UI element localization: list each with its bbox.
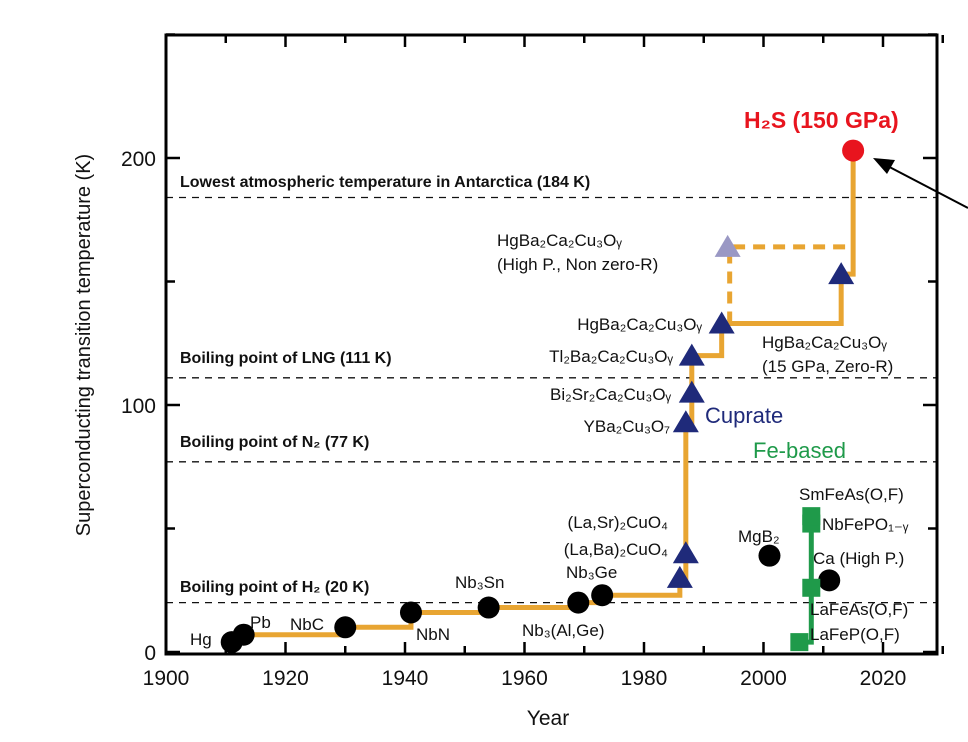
point-label: Ca (High P.): [813, 549, 904, 568]
y-tick-label: 100: [121, 395, 156, 418]
conventional-point: [818, 569, 841, 592]
point-label-line: (High P., Non zero-R): [497, 255, 658, 274]
point-label-line: HgBa₂Ca₂Cu₃Oᵧ: [497, 231, 622, 250]
fe-based-point: [790, 633, 809, 652]
cuprate-group-label: Cuprate: [705, 403, 783, 428]
x-tick-label: 1960: [501, 667, 548, 690]
point-label-line: Nb₃Sn: [455, 573, 504, 592]
point-label: Tl₂Ba₂Ca₂Cu₃Oᵧ: [549, 347, 673, 366]
high-pressure-dashed-line: [727, 244, 854, 324]
reference-line-label: Boiling point of H₂ (20 K): [180, 579, 369, 596]
point-label-line: Bi₂Sr₂Ca₂Cu₃Oᵧ: [550, 385, 672, 404]
cuprate-point: [678, 380, 705, 403]
record-step-line: [231, 150, 856, 645]
point-label-line: MgB₂: [738, 527, 780, 546]
point-label: Bi₂Sr₂Ca₂Cu₃Oᵧ: [550, 385, 672, 404]
x-tick-label: 1980: [621, 667, 668, 690]
point-label: Nb₃(Al,Ge): [522, 621, 605, 640]
point-label-line: SmFeAs(O,F): [799, 485, 904, 504]
point-label-line: Pb: [250, 613, 271, 632]
y-axis-label: Superconducting transition temperature (…: [73, 154, 95, 536]
point-label: HgBa₂Ca₂Cu₃Oᵧ (15 GPa, Zero-R): [762, 333, 893, 376]
point-label-line: (La,Sr)₂CuO₄: [568, 513, 669, 532]
x-tick-label: 2020: [860, 667, 907, 690]
point-label-line: HgBa₂Ca₂Cu₃Oᵧ: [577, 315, 702, 334]
conventional-point: [567, 591, 590, 614]
cuprate-point: [672, 541, 699, 564]
point-label: NbFePO₁₋ᵧ: [822, 515, 909, 534]
point-label: NbN: [416, 625, 450, 644]
y-tick-label: 200: [121, 148, 156, 171]
point-label-line: (La,Ba)₂CuO₄: [564, 540, 668, 559]
point-label-line: YBa₂Cu₃O₇: [584, 417, 671, 436]
conventional-point: [399, 601, 422, 624]
point-label: SmFeAs(O,F): [799, 485, 904, 504]
cuprate-point: [666, 565, 693, 588]
cuprate-point: [678, 343, 705, 366]
annotation-arrow-line: [879, 161, 968, 209]
fe-based-point: [802, 507, 821, 526]
cuprate-point: [708, 311, 735, 334]
point-label: HgBa₂Ca₂Cu₃Oᵧ: [577, 315, 702, 334]
y-tick-label: 0: [144, 642, 156, 665]
cuprate-point: [828, 262, 855, 285]
point-label-line: Hg: [190, 630, 212, 649]
conventional-point: [232, 623, 255, 646]
point-label-line: LaFeAs(O,F): [810, 600, 908, 619]
point-label: Hg: [190, 630, 212, 649]
plot-frame: [164, 33, 939, 656]
x-axis-label: Year: [527, 707, 569, 730]
fe-based-group-label: Fe-based: [753, 438, 846, 463]
reference-line-label: Lowest atmospheric temperature in Antarc…: [180, 174, 590, 191]
cuprate-high-pressure-point: [714, 234, 741, 257]
point-label: MgB₂: [738, 527, 780, 546]
x-tick-label: 1920: [262, 667, 309, 690]
x-tick-label: 2000: [740, 667, 787, 690]
point-label: Nb₃Sn: [455, 573, 504, 592]
x-tick-label: 1940: [382, 667, 429, 690]
point-label: (La,Ba)₂CuO₄: [564, 540, 668, 559]
point-label: YBa₂Cu₃O₇: [584, 417, 671, 436]
point-label-line: H₂S (150 GPa): [744, 107, 899, 133]
reference-line-label: Boiling point of N₂ (77 K): [180, 434, 369, 451]
point-label-line: NbC: [290, 615, 324, 634]
point-label-line: NbFePO₁₋ᵧ: [822, 515, 909, 534]
conventional-point: [758, 544, 781, 567]
point-label: H₂S (150 GPa): [744, 107, 899, 133]
point-label-line: Nb₃(Al,Ge): [522, 621, 605, 640]
point-label: Nb₃Ge: [566, 563, 617, 582]
cuprate-point: [672, 410, 699, 433]
point-label: LaFeAs(O,F): [810, 600, 908, 619]
conventional-point: [591, 584, 614, 607]
arrow-head-icon: [873, 158, 895, 174]
fe-based-point: [802, 578, 821, 597]
reference-line-label: Boiling point of LNG (111 K): [180, 350, 392, 367]
conventional-point: [477, 596, 500, 619]
point-label-line: HgBa₂Ca₂Cu₃Oᵧ: [762, 333, 887, 352]
point-label: Pb: [250, 613, 271, 632]
point-label-line: NbN: [416, 625, 450, 644]
conventional-point: [334, 616, 357, 639]
point-label-line: Ca (High P.): [813, 549, 904, 568]
point-label: NbC: [290, 615, 324, 634]
point-label-line: LaFeP(O,F): [810, 625, 900, 644]
h2s-point: [842, 139, 865, 162]
point-label-line: Nb₃Ge: [566, 563, 617, 582]
x-tick-label: 1900: [143, 667, 190, 690]
point-label: LaFeP(O,F): [810, 625, 900, 644]
point-label-line: (15 GPa, Zero-R): [762, 357, 893, 376]
point-label-line: Tl₂Ba₂Ca₂Cu₃Oᵧ: [549, 347, 673, 366]
point-label: HgBa₂Ca₂Cu₃Oᵧ (High P., Non zero-R): [497, 231, 658, 274]
point-label: (La,Sr)₂CuO₄: [568, 513, 669, 532]
